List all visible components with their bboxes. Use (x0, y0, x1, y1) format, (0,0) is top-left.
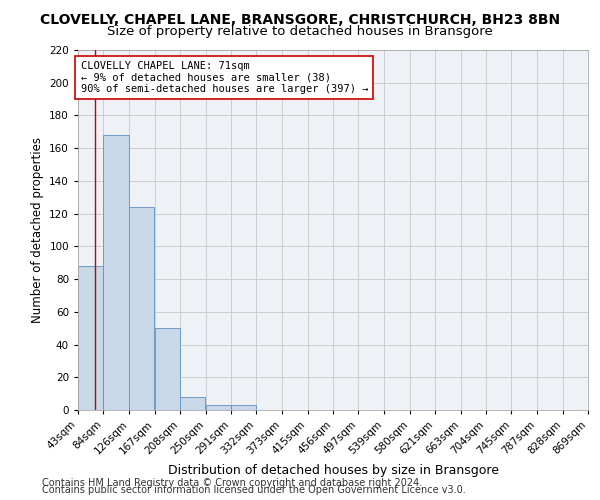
Text: Contains public sector information licensed under the Open Government Licence v3: Contains public sector information licen… (42, 485, 466, 495)
Text: Contains HM Land Registry data © Crown copyright and database right 2024.: Contains HM Land Registry data © Crown c… (42, 478, 422, 488)
Bar (130, 207, 154, 410)
Text: Size of property relative to detached houses in Bransgore: Size of property relative to detached ho… (107, 25, 493, 38)
X-axis label: Distribution of detached houses by size in Bransgore: Distribution of detached houses by size … (167, 464, 499, 477)
Bar (155, 328, 180, 410)
Text: CLOVELLY, CHAPEL LANE, BRANSGORE, CHRISTCHURCH, BH23 8BN: CLOVELLY, CHAPEL LANE, BRANSGORE, CHRIST… (40, 12, 560, 26)
Bar (206, 405, 231, 410)
Bar (180, 397, 205, 410)
Bar (78, 266, 103, 410)
Bar (103, 135, 128, 410)
Text: CLOVELLY CHAPEL LANE: 71sqm
← 9% of detached houses are smaller (38)
90% of semi: CLOVELLY CHAPEL LANE: 71sqm ← 9% of deta… (80, 61, 368, 94)
Y-axis label: Number of detached properties: Number of detached properties (31, 137, 44, 323)
Bar (231, 405, 256, 410)
